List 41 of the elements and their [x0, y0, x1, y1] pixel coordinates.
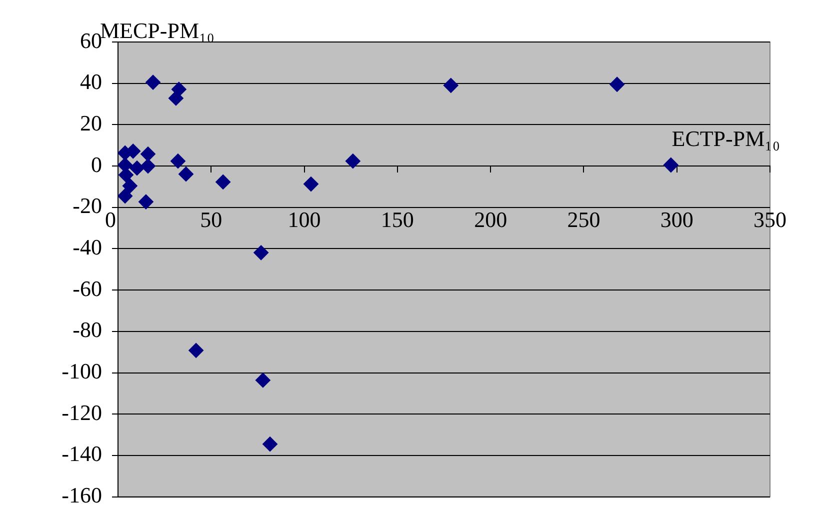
x-tick-label: 350	[754, 206, 786, 232]
point	[118, 188, 133, 204]
point	[663, 158, 678, 173]
x-tick-label: 100	[288, 206, 321, 232]
point	[140, 158, 156, 174]
y-tick-label: -20	[72, 193, 102, 218]
point	[140, 146, 156, 162]
point	[345, 154, 360, 169]
point	[303, 176, 318, 192]
y-tick-label: -80	[72, 317, 102, 342]
x-tick-label: 250	[567, 206, 600, 232]
point	[146, 74, 161, 90]
point	[122, 178, 138, 194]
point	[216, 174, 231, 190]
x-tick-label: 50	[200, 206, 222, 232]
x-tick-label: 150	[380, 206, 414, 232]
point	[130, 160, 144, 176]
x-axis-title: ECTP-PM₁₀	[672, 126, 780, 152]
x-tick-label: 300	[660, 206, 694, 232]
point	[178, 166, 194, 182]
point	[168, 90, 184, 106]
point	[188, 342, 204, 358]
y-tick-label: 40	[80, 69, 102, 94]
y-tick-label: -100	[62, 358, 102, 384]
y-tick-label: -160	[62, 482, 102, 508]
point	[443, 78, 458, 93]
y-tick-label: 0	[91, 152, 102, 177]
point	[254, 245, 269, 260]
y-tick-label: 20	[80, 110, 102, 136]
y-axis-title: MECP-PM₁₀	[100, 18, 214, 43]
point	[138, 194, 154, 210]
point	[610, 76, 625, 92]
y-tick-label: -120	[62, 400, 102, 425]
y-tick-label: -40	[72, 234, 102, 260]
point	[255, 372, 270, 388]
y-tick-label: -140	[62, 441, 102, 466]
y-tick-label: 60	[80, 28, 102, 53]
point	[170, 154, 186, 169]
y-tick-label: -60	[72, 276, 102, 301]
point	[262, 436, 278, 452]
x-tick-label: 200	[474, 206, 508, 232]
